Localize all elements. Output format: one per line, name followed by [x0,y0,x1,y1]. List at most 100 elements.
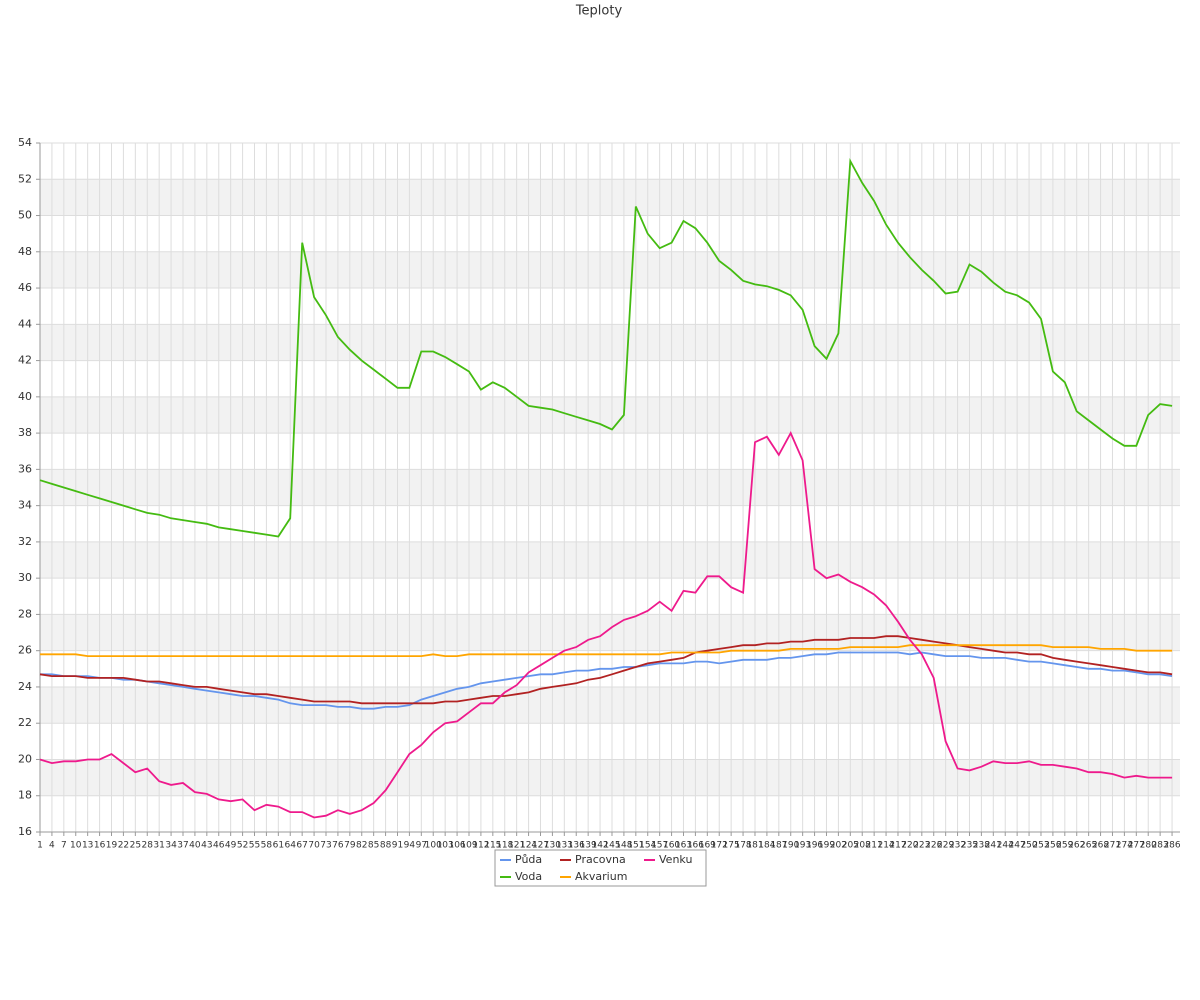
x-tick-label: 100 [425,841,442,851]
x-tick-label: 118 [496,841,513,851]
x-tick-label: 46 [213,841,225,851]
y-tick-label: 36 [18,462,32,475]
x-tick-label: 205 [842,841,859,851]
x-tick-label: 154 [639,841,656,851]
x-tick-label: 67 [296,841,307,851]
x-tick-label: 202 [830,841,847,851]
x-tick-label: 220 [901,841,918,851]
x-tick-label: 193 [794,841,811,851]
y-tick-label: 30 [18,571,32,584]
y-tick-label: 54 [18,136,32,149]
x-tick-label: 226 [925,841,942,851]
x-tick-label: 283 [1152,841,1169,851]
grid-band [40,179,1180,216]
x-tick-label: 19 [106,841,118,851]
grid-band [40,324,1180,361]
x-tick-label: 97 [416,841,427,851]
x-tick-label: 232 [949,841,966,851]
x-tick-label: 28 [142,841,154,851]
x-tick-label: 55 [249,841,260,851]
y-tick-label: 46 [18,281,32,294]
x-tick-label: 235 [961,841,978,851]
series-line [39,431,1173,819]
x-tick-label: 139 [580,841,597,851]
x-tick-label: 16 [94,841,106,851]
x-tick-label: 262 [1068,841,1085,851]
x-tick-label: 52 [237,841,248,851]
x-tick-label: 160 [663,841,680,851]
x-tick-label: 238 [973,841,990,851]
x-tick-label: 166 [687,841,704,851]
x-tick-label: 4 [49,841,55,851]
x-tick-label: 85 [368,841,379,851]
x-tick-label: 22 [118,841,129,851]
x-tick-label: 151 [627,841,644,851]
legend-label: Venku [659,853,692,866]
x-tick-label: 109 [460,841,477,851]
y-tick-label: 34 [18,499,32,512]
x-tick-label: 145 [603,841,620,851]
x-tick-label: 106 [448,841,465,851]
x-tick-label: 112 [472,841,489,851]
x-tick-label: 40 [189,841,201,851]
y-tick-label: 40 [18,390,32,403]
legend-label: Akvarium [575,870,627,883]
x-tick-label: 247 [1009,841,1026,851]
x-tick-label: 94 [404,841,416,851]
x-tick-label: 10 [70,841,82,851]
x-tick-label: 142 [591,841,608,851]
y-tick-label: 18 [18,789,32,802]
y-tick-label: 48 [18,245,32,258]
x-tick-label: 130 [544,841,561,851]
y-tick-label: 16 [18,825,32,838]
x-tick-label: 37 [177,841,188,851]
x-tick-label: 133 [556,841,573,851]
x-tick-label: 244 [997,841,1014,851]
y-tick-label: 38 [18,426,32,439]
x-tick-label: 187 [770,841,787,851]
x-tick-label: 124 [520,841,537,851]
series-line [39,635,1173,705]
x-tick-label: 34 [165,841,177,851]
chart-title: Teploty [575,4,623,19]
x-tick-label: 175 [723,841,740,851]
x-tick-label: 181 [746,841,763,851]
x-tick-label: 157 [651,841,668,851]
x-tick-label: 25 [130,841,141,851]
x-tick-label: 82 [356,841,367,851]
x-tick-label: 103 [437,841,454,851]
x-tick-label: 13 [82,841,93,851]
legend-label: Voda [515,870,542,883]
x-tick-label: 163 [675,841,692,851]
x-tick-label: 31 [153,841,164,851]
grid-band [40,686,1180,724]
x-tick-label: 280 [1140,841,1157,851]
x-tick-label: 211 [866,841,883,851]
grid-band [40,251,1180,289]
x-tick-label: 79 [344,841,356,851]
grid-band [40,396,1180,434]
x-tick-label: 190 [782,841,799,851]
y-tick-label: 52 [18,172,32,185]
grid-band [40,541,1180,579]
series-line [39,157,1173,538]
x-tick-label: 73 [320,841,331,851]
x-tick-label: 148 [615,841,632,851]
x-tick-label: 250 [1020,841,1037,851]
y-tick-label: 42 [18,354,32,367]
x-tick-label: 121 [508,841,525,851]
grid-band [40,759,1180,796]
y-tick-label: 20 [18,752,32,765]
x-tick-label: 58 [261,841,273,851]
x-tick-label: 115 [484,841,501,851]
x-tick-label: 208 [854,841,871,851]
x-tick-label: 274 [1116,841,1133,851]
x-tick-label: 217 [889,841,906,851]
x-tick-label: 271 [1104,841,1121,851]
x-tick-label: 199 [818,841,835,851]
y-tick-label: 24 [18,680,32,693]
x-tick-label: 169 [699,841,716,851]
x-tick-label: 43 [201,841,212,851]
x-tick-label: 172 [711,841,728,851]
legend-label: Půda [515,853,542,866]
